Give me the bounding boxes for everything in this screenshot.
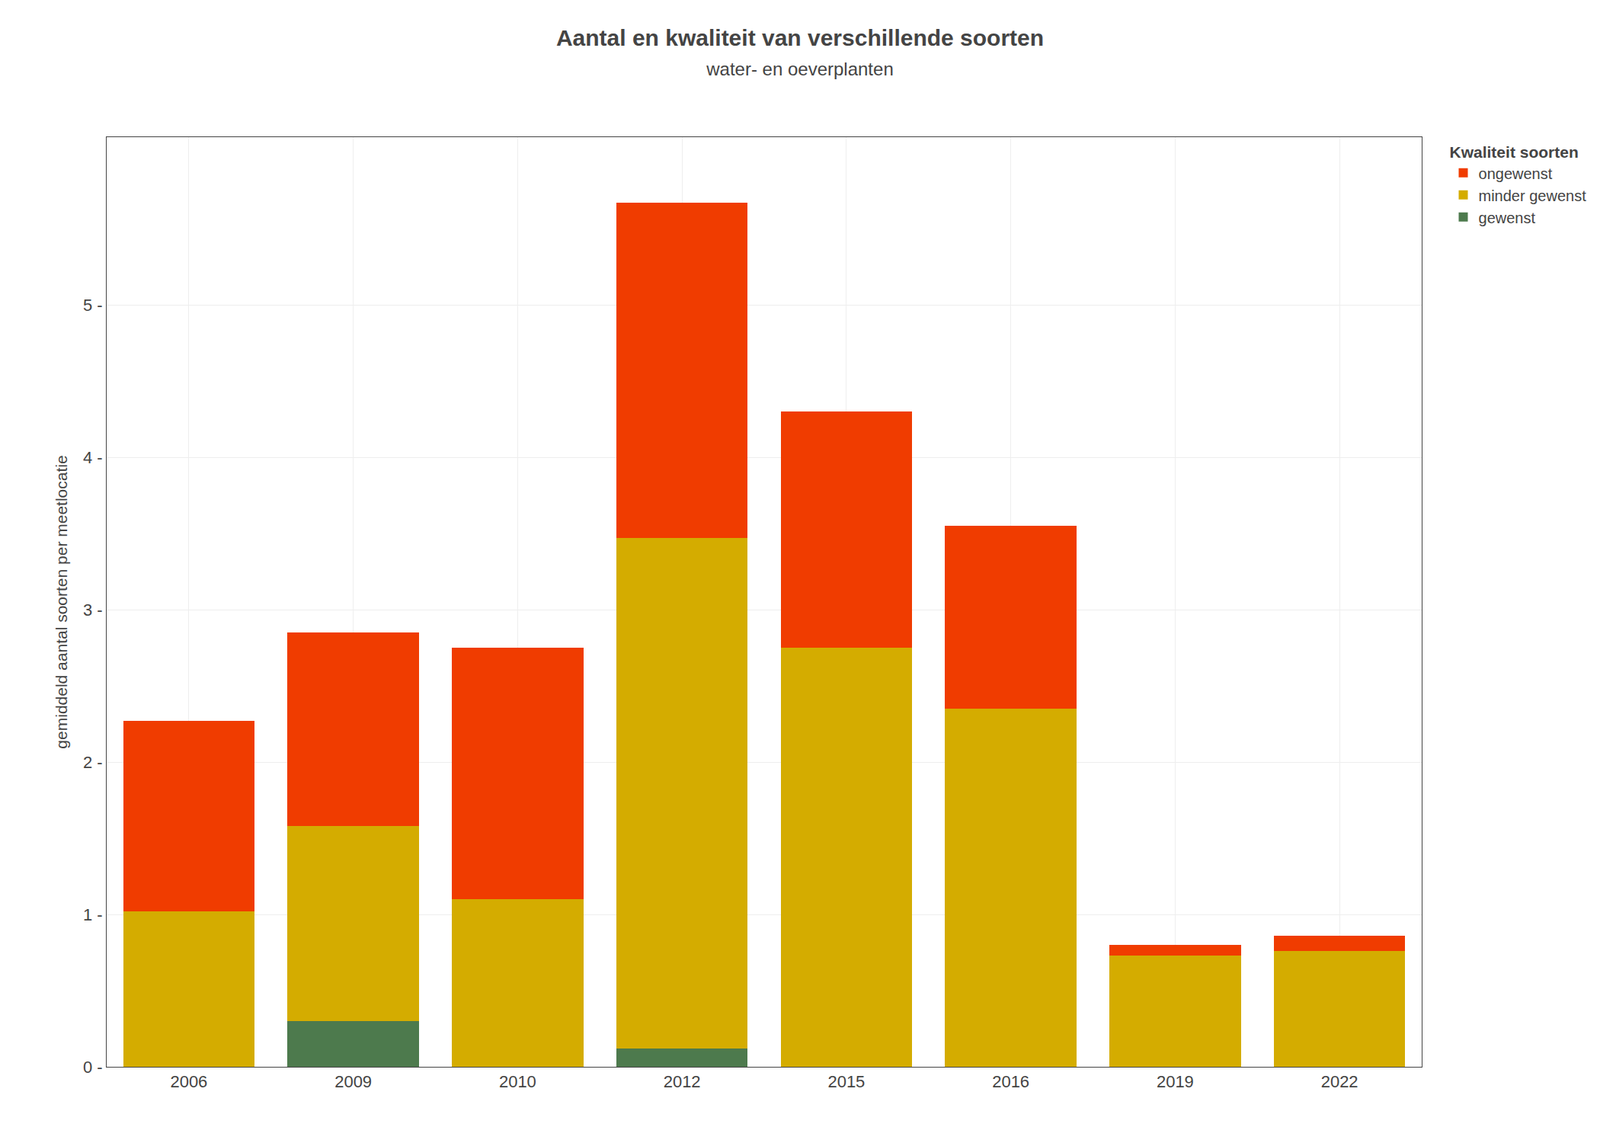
svg-text:Kwaliteit soorten: Kwaliteit soorten	[1449, 143, 1579, 161]
svg-text:ongewenst: ongewenst	[1478, 165, 1553, 183]
svg-text:minder gewenst: minder gewenst	[1478, 187, 1588, 205]
svg-text:2012: 2012	[663, 1072, 701, 1092]
svg-text:2016: 2016	[992, 1072, 1030, 1092]
svg-text:2019: 2019	[1156, 1072, 1194, 1092]
svg-text:gemiddeld aantal soorten per m: gemiddeld aantal soorten per meetlocatie	[52, 454, 71, 749]
svg-text:2006: 2006	[169, 1072, 208, 1092]
svg-text:1 -: 1 -	[83, 905, 103, 925]
svg-text:Aantal en kwaliteit van versch: Aantal en kwaliteit van verschillende so…	[556, 25, 1044, 80]
svg-text:0 -: 0 -	[83, 1057, 103, 1077]
svg-text:2 -: 2 -	[83, 752, 103, 772]
svg-text:2010: 2010	[499, 1072, 537, 1092]
svg-text:5 -: 5 -	[83, 295, 103, 315]
svg-text:4 -: 4 -	[83, 448, 103, 468]
svg-text:2022: 2022	[1321, 1072, 1359, 1092]
svg-text:gewenst: gewenst	[1478, 209, 1536, 227]
svg-text:3 -: 3 -	[83, 600, 103, 620]
svg-text:2009: 2009	[334, 1072, 372, 1092]
svg-text:2015: 2015	[827, 1072, 865, 1092]
